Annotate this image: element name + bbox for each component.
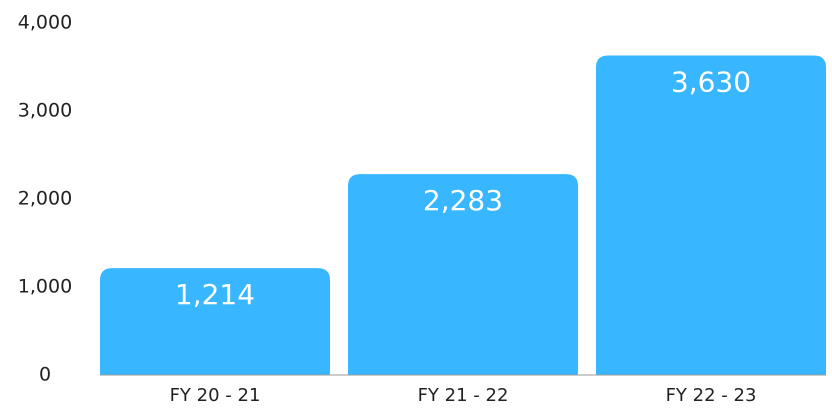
x-tick-label: FY 22 - 23 — [666, 385, 757, 406]
bar — [348, 174, 578, 375]
x-tick-label: FY 20 - 21 — [170, 385, 261, 406]
x-tick-label: FY 21 - 22 — [418, 385, 509, 406]
y-tick-label: 4,000 — [18, 12, 72, 34]
bar — [100, 268, 330, 375]
value-label: 2,283 — [423, 184, 503, 217]
y-tick-label: 0 — [39, 364, 51, 386]
y-tick-label: 1,000 — [18, 276, 72, 298]
y-tick-label: 2,000 — [18, 188, 72, 210]
bar — [596, 55, 826, 376]
y-tick-label: 3,000 — [18, 100, 72, 122]
value-label: 1,214 — [175, 278, 255, 311]
value-label: 3,630 — [671, 66, 751, 99]
